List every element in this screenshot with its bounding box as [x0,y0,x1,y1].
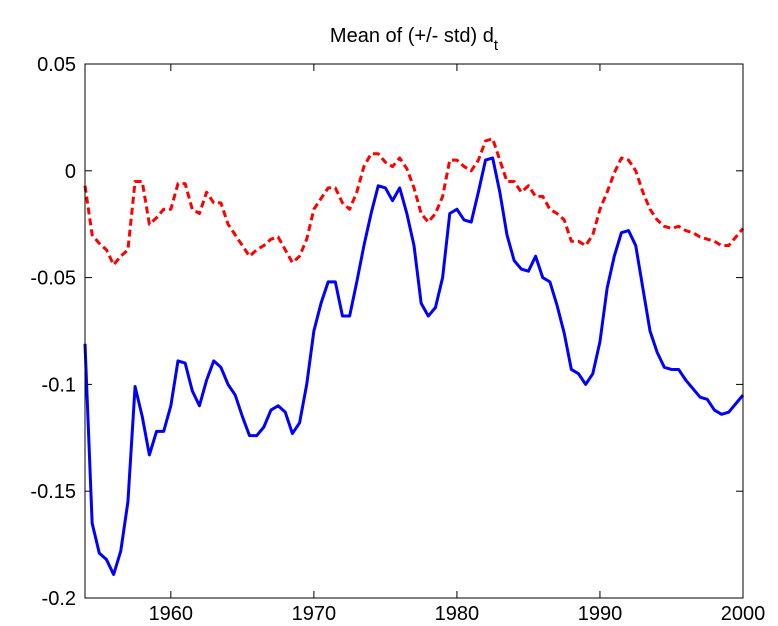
series-line [83,137,745,267]
axes-box [84,63,744,599]
x-tick-label: 1960 [149,603,194,625]
y-tick-label: 0.05 [37,54,76,76]
y-tick-label: 0 [65,161,76,183]
series-line [83,156,745,576]
x-tick-label: 1970 [292,603,337,625]
y-tick-label: -0.2 [42,588,76,610]
y-tick-label: -0.05 [30,268,76,290]
title-subscript: t [494,37,499,54]
y-tick-label: -0.15 [30,481,76,503]
plot-area [85,64,743,598]
title-text: Mean of (+/- std) d [330,25,494,47]
chart-title: Mean of (+/- std) dt [330,25,499,54]
x-tick-label: 2000 [721,603,766,625]
x-tick-label: 1990 [578,603,623,625]
y-tick-label: -0.1 [42,374,76,396]
x-tick-label: 1980 [435,603,480,625]
